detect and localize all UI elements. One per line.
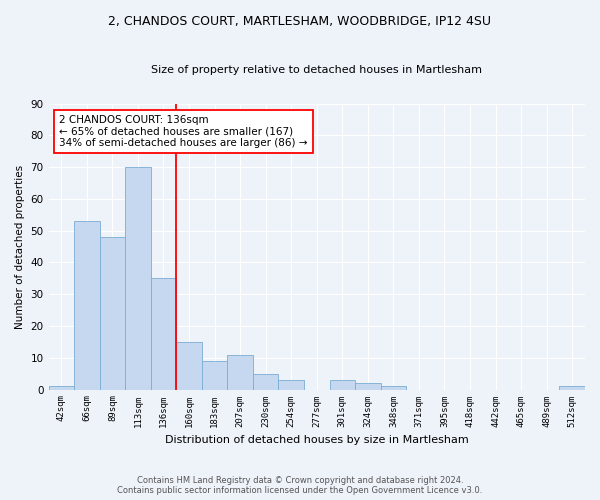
Bar [355, 383, 380, 390]
Y-axis label: Number of detached properties: Number of detached properties [15, 164, 25, 328]
Text: 2 CHANDOS COURT: 136sqm
← 65% of detached houses are smaller (167)
34% of semi-d: 2 CHANDOS COURT: 136sqm ← 65% of detache… [59, 115, 308, 148]
Text: 2, CHANDOS COURT, MARTLESHAM, WOODBRIDGE, IP12 4SU: 2, CHANDOS COURT, MARTLESHAM, WOODBRIDGE… [109, 15, 491, 28]
Bar [74, 221, 100, 390]
Bar [125, 167, 151, 390]
Text: Contains HM Land Registry data © Crown copyright and database right 2024.
Contai: Contains HM Land Registry data © Crown c… [118, 476, 482, 495]
Bar [176, 342, 202, 390]
Bar [151, 278, 176, 390]
Bar [329, 380, 355, 390]
Bar [278, 380, 304, 390]
X-axis label: Distribution of detached houses by size in Martlesham: Distribution of detached houses by size … [165, 435, 469, 445]
Bar [227, 354, 253, 390]
Bar [202, 361, 227, 390]
Title: Size of property relative to detached houses in Martlesham: Size of property relative to detached ho… [151, 65, 482, 75]
Bar [253, 374, 278, 390]
Bar [380, 386, 406, 390]
Bar [100, 237, 125, 390]
Bar [559, 386, 585, 390]
Bar [49, 386, 74, 390]
